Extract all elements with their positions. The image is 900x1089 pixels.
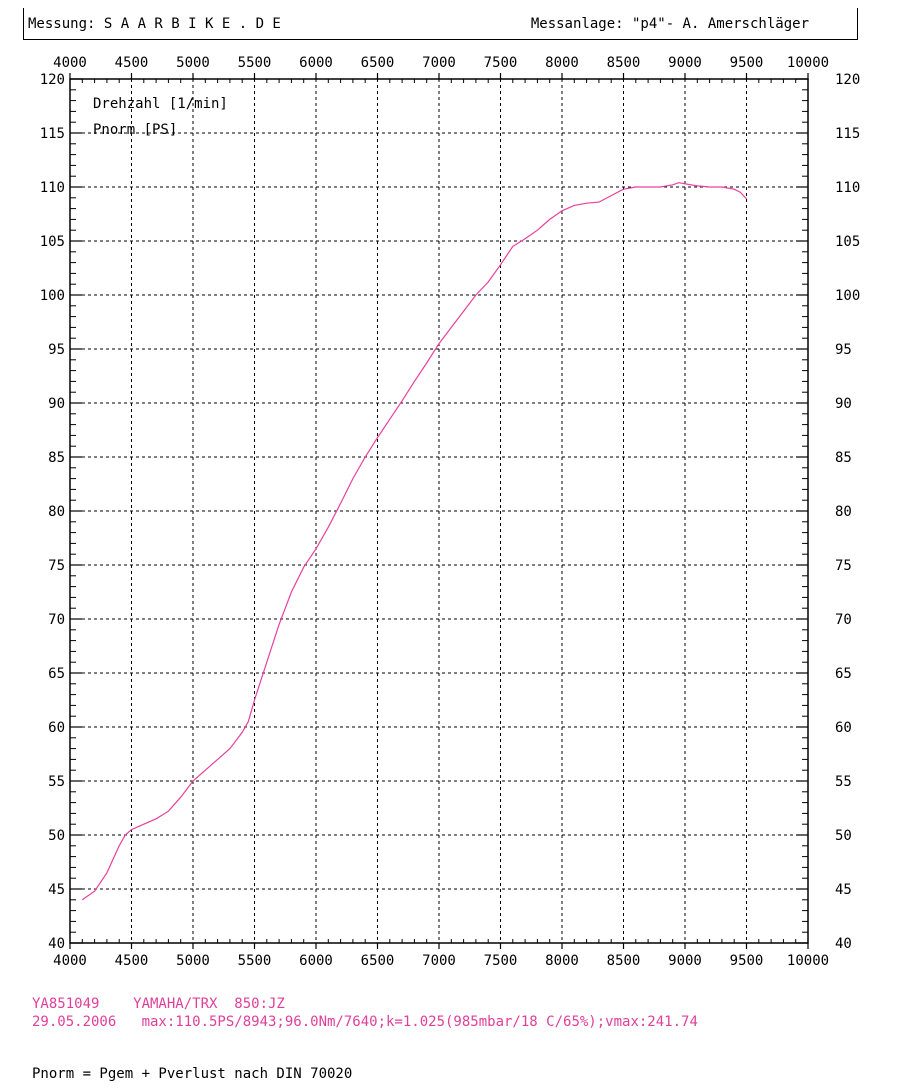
- y-tick-label-right: 100: [835, 288, 860, 304]
- x-tick-label-top: 9500: [730, 55, 764, 71]
- y-tick-label-left: 85: [48, 450, 65, 466]
- y-tick-label-left: 45: [48, 882, 65, 898]
- x-tick-label-top: 6000: [299, 55, 333, 71]
- y-tick-label-left: 120: [40, 72, 65, 88]
- x-tick-label-bottom: 6500: [361, 953, 395, 969]
- tick-labels: 4000 4000 4500 4500 5000 5000 5500 5500 6000 6000…: [40, 55, 861, 969]
- y-tick-label-right: 45: [835, 882, 852, 898]
- y-tick-label-right: 80: [835, 504, 852, 520]
- x-tick-label-bottom: 7500: [484, 953, 518, 969]
- x-tick-label-bottom: 5500: [238, 953, 272, 969]
- chart-header: Messung: S A A R B I K E . D E Messanlag…: [23, 8, 858, 40]
- x-tick-label-bottom: 10000: [787, 953, 829, 969]
- y-tick-label-right: 90: [835, 396, 852, 412]
- x-tick-label-top: 4000: [53, 55, 87, 71]
- axis-ticks: [69, 73, 809, 949]
- y-tick-label-right: 85: [835, 450, 852, 466]
- y-tick-label-right: 115: [835, 126, 860, 142]
- y-tick-label-left: 50: [48, 828, 65, 844]
- x-tick-label-bottom: 8500: [607, 953, 641, 969]
- power-curve: [81, 182, 747, 901]
- vehicle-id-line: YA851049 YAMAHA/TRX 850:JZ: [32, 996, 285, 1012]
- y-tick-label-right: 95: [835, 342, 852, 358]
- x-tick-label-top: 9000: [668, 55, 702, 71]
- legend-rpm: Drehzahl [1/min]: [93, 96, 228, 112]
- x-tick-label-top: 7500: [484, 55, 518, 71]
- y-tick-label-right: 40: [835, 936, 852, 952]
- y-tick-label-right: 50: [835, 828, 852, 844]
- y-tick-label-left: 55: [48, 774, 65, 790]
- y-tick-label-right: 55: [835, 774, 852, 790]
- x-tick-label-top: 10000: [787, 55, 829, 71]
- x-tick-label-top: 5000: [176, 55, 210, 71]
- y-tick-label-left: 90: [48, 396, 65, 412]
- y-tick-label-left: 115: [40, 126, 65, 142]
- y-tick-label-right: 70: [835, 612, 852, 628]
- y-tick-label-right: 75: [835, 558, 852, 574]
- y-tick-label-right: 65: [835, 666, 852, 682]
- din-note: Pnorm = Pgem + Pverlust nach DIN 70020: [32, 1066, 353, 1082]
- y-tick-label-left: 105: [40, 234, 65, 250]
- x-tick-label-bottom: 9500: [730, 953, 764, 969]
- x-tick-label-top: 4500: [115, 55, 149, 71]
- y-tick-label-left: 110: [40, 180, 65, 196]
- y-tick-label-left: 80: [48, 504, 65, 520]
- y-tick-label-right: 60: [835, 720, 852, 736]
- x-tick-label-bottom: 6000: [299, 953, 333, 969]
- y-tick-label-left: 40: [48, 936, 65, 952]
- test-bench-label: Messanlage: "p4"- A. Amerschläger: [530, 16, 809, 32]
- x-tick-label-bottom: 4500: [115, 953, 149, 969]
- y-tick-label-right: 110: [835, 180, 860, 196]
- grid: [70, 79, 808, 943]
- y-tick-label-left: 65: [48, 666, 65, 682]
- x-tick-label-bottom: 5000: [176, 953, 210, 969]
- measurement-summary-line: 29.05.2006 max:110.5PS/8943;96.0Nm/7640;…: [32, 1014, 698, 1030]
- x-tick-label-bottom: 8000: [545, 953, 579, 969]
- x-tick-label-bottom: 4000: [53, 953, 87, 969]
- y-tick-label-left: 70: [48, 612, 65, 628]
- x-tick-label-top: 6500: [361, 55, 395, 71]
- y-tick-label-left: 75: [48, 558, 65, 574]
- power-chart: 4000 4000 4500 4500 5000 5000 5500 5500 6000 6000…: [40, 55, 861, 969]
- measurement-title: Messung: S A A R B I K E . D E: [28, 16, 281, 32]
- y-tick-label-left: 60: [48, 720, 65, 736]
- y-tick-label-left: 100: [40, 288, 65, 304]
- x-tick-label-bottom: 7000: [422, 953, 456, 969]
- x-tick-label-top: 8000: [545, 55, 579, 71]
- x-tick-label-bottom: 9000: [668, 953, 702, 969]
- x-tick-label-top: 7000: [422, 55, 456, 71]
- legend-power: Pnorm [PS]: [93, 122, 177, 138]
- x-tick-label-top: 8500: [607, 55, 641, 71]
- y-tick-label-right: 120: [835, 72, 860, 88]
- x-tick-label-top: 5500: [238, 55, 272, 71]
- y-tick-label-left: 95: [48, 342, 65, 358]
- y-tick-label-right: 105: [835, 234, 860, 250]
